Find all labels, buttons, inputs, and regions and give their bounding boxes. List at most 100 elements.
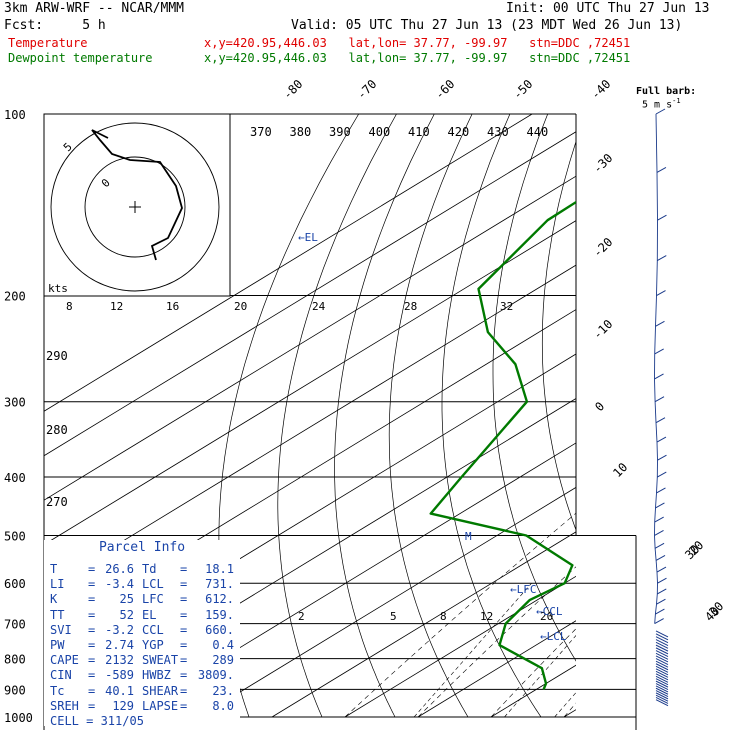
pressure-label: 700 [4, 618, 26, 632]
mixing-ratio-label: 5 [390, 610, 397, 623]
pressure-label: 600 [4, 577, 26, 591]
parcel-v2: 660. [205, 622, 234, 637]
wind-barb [655, 417, 666, 424]
isotherm-label: -40 [588, 77, 613, 102]
wind-barb [655, 658, 669, 666]
wind-barb [654, 373, 664, 380]
wind-barb [655, 687, 669, 695]
isotherm-label: -70 [354, 77, 379, 102]
parcel-info-row: CAPE = 2132 SWEAT = 289 [50, 653, 234, 667]
isotherm-label: -20 [590, 235, 615, 260]
isotherm-line [563, 709, 576, 718]
wind-barb [655, 636, 669, 644]
moist-adiabat-line [490, 628, 576, 718]
forecast-hour: Fcst: 5 h [4, 18, 106, 33]
dry-adiabat-line [725, 114, 740, 717]
parcel-equals: = [88, 622, 96, 637]
parcel-equals: = [88, 592, 96, 607]
parcel-info-row: PW = 2.74 YGP = 0.4 [50, 638, 234, 652]
parcel-k2: HWBZ [142, 668, 171, 683]
wind-barb [655, 683, 669, 690]
parcel-k2: CCL [142, 622, 164, 637]
wind-barb [655, 663, 669, 671]
isotherm-line [44, 175, 576, 501]
wind-barb [657, 588, 667, 595]
wind-barb [655, 633, 669, 641]
mixing-ratio-label: 2 [298, 610, 305, 623]
parcel-k1: TT [50, 607, 65, 622]
mixing-ratio-line [661, 583, 740, 717]
pressure-label: 100 [4, 108, 26, 122]
wind-barb [655, 668, 669, 676]
dry-adiabat-line [681, 114, 740, 717]
wind-barb [655, 655, 669, 663]
isotherm-line [710, 114, 740, 717]
parcel-v2: 8.0 [212, 698, 234, 713]
dry-adiabat-label: 270 [46, 495, 68, 509]
parcel-v2: 612. [205, 592, 234, 607]
theta-label: 430 [487, 125, 509, 139]
parcel-level-annotation: ←EL [298, 231, 318, 244]
parcel-v1: -3.4 [105, 577, 134, 592]
init-time: Init: 00 UTC Thu 27 Jun 13 [506, 1, 710, 16]
wind-barb [655, 650, 669, 658]
parcel-info-title: Parcel Info [98, 540, 186, 555]
parcel-equals: = [180, 592, 188, 607]
parcel-k2: LAPSE [142, 698, 179, 713]
hodograph-speed-label: 32 [500, 300, 513, 313]
parcel-equals: = [180, 638, 188, 652]
wind-barb [655, 696, 669, 704]
parcel-equals: = [180, 577, 188, 592]
wind-barb [655, 502, 665, 509]
parcel-info-panel: Parcel Info T = 26.6 Td = 18.1 LI = -3.4 LCL = 731.… [44, 540, 240, 728]
isotherm-label: 0 [592, 399, 607, 414]
isotherm-label: -30 [590, 151, 615, 176]
wind-barb [656, 487, 666, 494]
dry-adiabat-line [541, 140, 576, 531]
barb-key-exponent: -1 [672, 97, 681, 105]
wind-barb [655, 699, 669, 707]
hodograph-box [43, 113, 231, 297]
wind-barb [657, 471, 667, 478]
parcel-equals: = [180, 668, 188, 683]
parcel-k2: SWEAT [142, 653, 179, 668]
wind-barb [655, 675, 669, 683]
parcel-v2: 0.4 [212, 638, 234, 652]
wind-barb [657, 255, 667, 261]
wind-barb [654, 618, 664, 625]
wind-barb [655, 630, 669, 638]
hodograph-speed-label: 16 [166, 300, 179, 313]
parcel-v1: 2132 [105, 653, 134, 668]
barb-key-units: 5 m s-1 [642, 94, 681, 112]
dry-adiabat-line [492, 114, 576, 662]
pressure-label: 200 [4, 290, 26, 304]
barb-key-value: 5 m s [642, 99, 673, 111]
isotherm-line [344, 575, 576, 718]
parcel-v2: 23. [212, 683, 234, 698]
parcel-v2: 731. [205, 577, 234, 592]
parcel-k2: EL [142, 607, 157, 622]
parcel-equals: = [180, 698, 188, 713]
isotherm-line [44, 264, 576, 590]
dewpoint-legend-info: x,y=420.95,446.03 lat,lon= 37.77, -99.97… [204, 51, 631, 65]
isotherm-label: -80 [280, 77, 305, 102]
parcel-equals: = [88, 653, 96, 668]
parcel-v1: 25 [119, 592, 134, 607]
parcel-equals: = [88, 683, 96, 698]
isotherm-label: -10 [590, 317, 615, 342]
parcel-info-row: SREH = 129 LAPSE = 8.0 [50, 699, 234, 713]
parcel-equals: = [88, 577, 96, 592]
parcel-info-row: CIN = -589 HWBZ = 3809. [50, 668, 234, 682]
wind-barb [654, 396, 665, 403]
theta-label: 420 [448, 125, 470, 139]
parcel-v1: 26.6 [105, 562, 134, 576]
moist-adiabat-line [417, 566, 576, 718]
wind-barb [655, 320, 665, 327]
parcel-info-row: LI = -3.4 LCL = 731. [50, 577, 234, 591]
parcel-info-row: Tc = 40.1 SHEAR = 23. [50, 684, 234, 698]
parcel-k2: YGP [142, 638, 164, 652]
parcel-info-row: K = 25 LFC = 612. [50, 592, 234, 606]
pressure-label: 900 [4, 683, 26, 697]
barb-key-label: Full barb: [636, 86, 697, 97]
